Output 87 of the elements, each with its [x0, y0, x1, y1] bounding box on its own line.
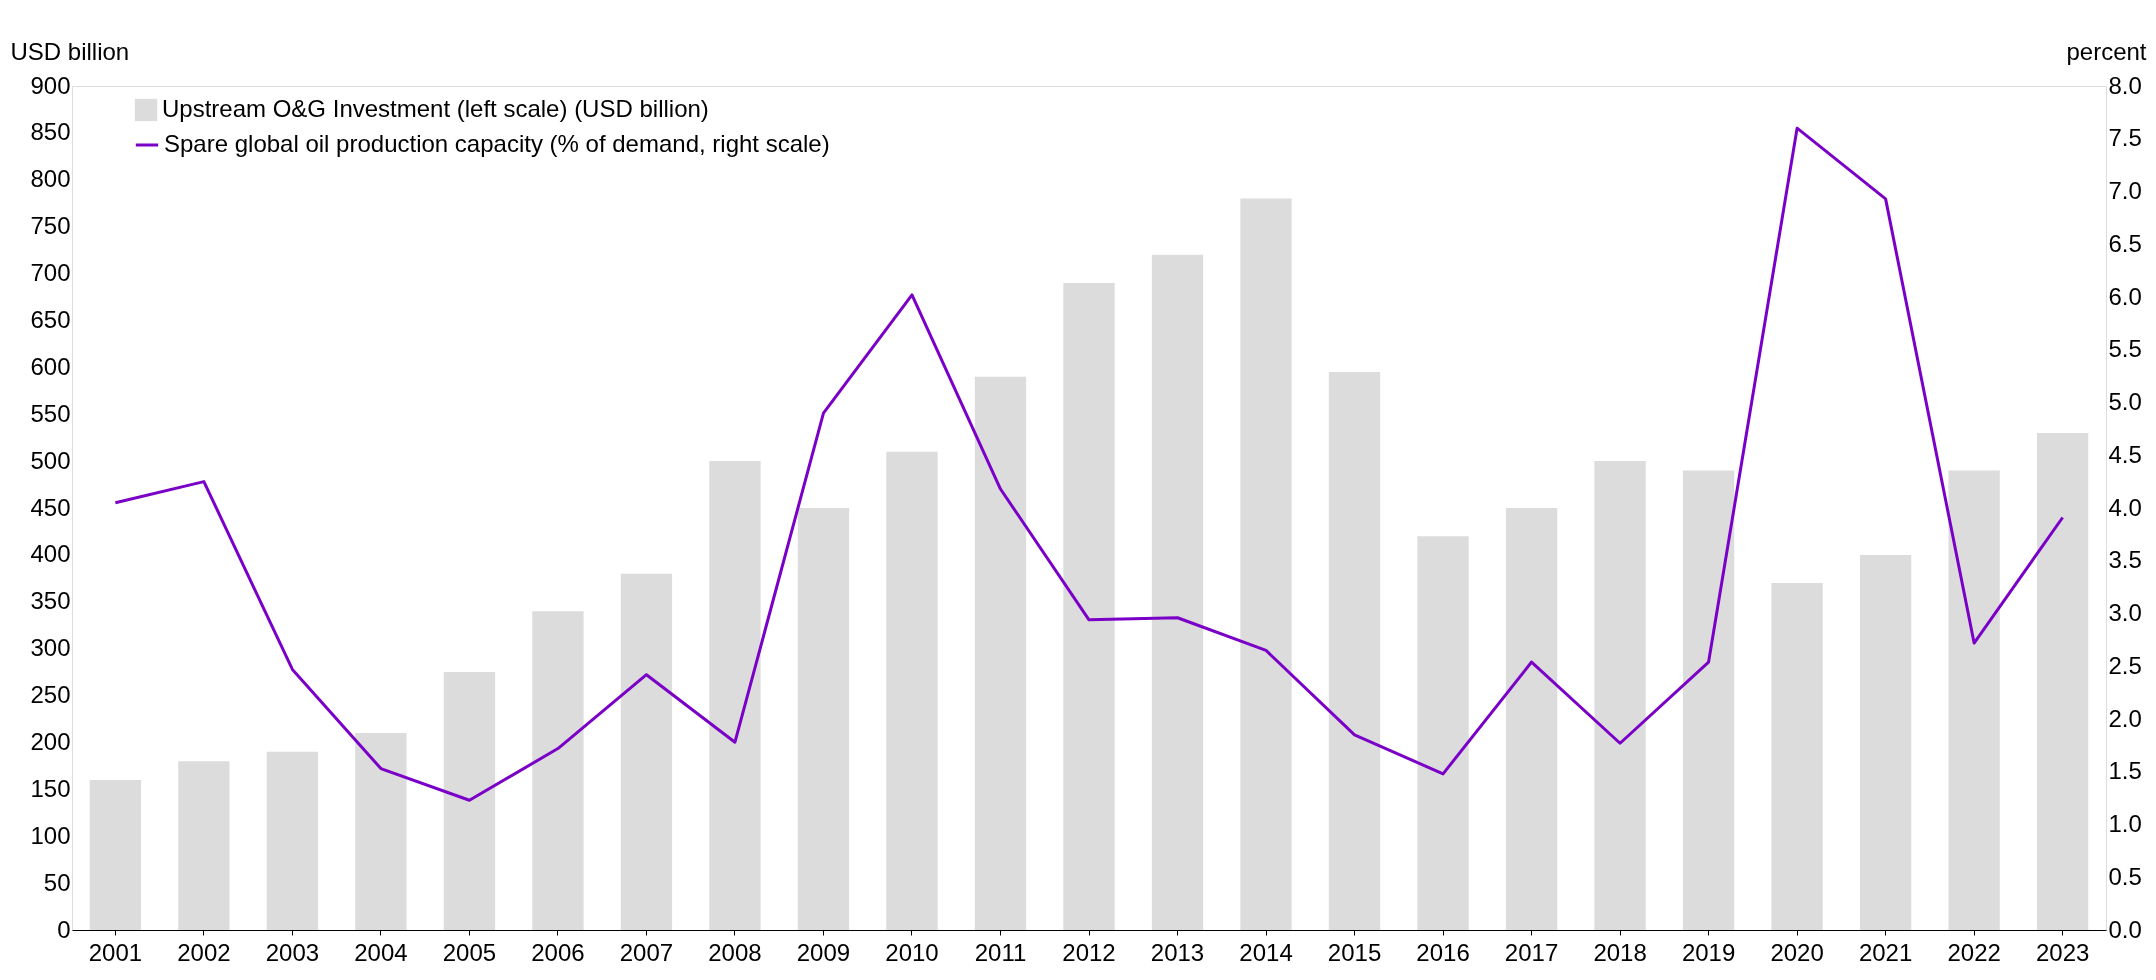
x-tick-label: 2007: [619, 938, 674, 966]
y-tick-label: 100: [30, 821, 71, 849]
x-tick-label: 2018: [1593, 938, 1647, 966]
y-tick-label: 900: [30, 71, 71, 99]
y-tick-label: 200: [30, 727, 71, 755]
y-axis-title: USD billion: [10, 37, 130, 65]
y-tick-label: 350: [30, 587, 71, 615]
y2-axis-title: percent: [2066, 37, 2147, 65]
bar: [620, 573, 673, 930]
y2-tick-label: 7.0: [2108, 177, 2142, 204]
y2-tick-label: 1.0: [2108, 810, 2142, 837]
x-tick-label: 2009: [796, 938, 851, 966]
y-tick-label: 400: [30, 540, 71, 568]
y-tick-label: 850: [30, 118, 71, 146]
x-tick-label: 2005: [442, 938, 497, 966]
bar: [1328, 372, 1381, 930]
y2-tick-label: 6.5: [2108, 229, 2142, 257]
bar: [797, 508, 850, 930]
y2-tick-label: 8.0: [2108, 71, 2142, 99]
x-tick-label: 2001: [88, 938, 143, 966]
bar: [1417, 536, 1469, 930]
y-tick-label: 800: [30, 165, 71, 193]
bar: [443, 672, 496, 930]
x-tick-label: 2019: [1681, 938, 1736, 966]
bar: [266, 751, 319, 930]
x-tick-label: 2022: [1947, 938, 2001, 966]
y-tick-label: 150: [30, 774, 71, 802]
y2-tick-label: 5.5: [2108, 335, 2142, 363]
x-tick-label: 2020: [1770, 938, 1824, 966]
bar: [355, 733, 407, 930]
y2-tick-label: 0.5: [2108, 862, 2142, 890]
y-tick-label: 650: [30, 305, 71, 333]
x-tick-label: 2006: [531, 938, 585, 966]
y-tick-label: 0: [57, 915, 71, 943]
x-tick-label: 2014: [1239, 938, 1293, 966]
y2-tick-label: 4.0: [2108, 493, 2142, 521]
y-tick-label: 50: [43, 868, 71, 896]
x-tick-label: 2023: [2035, 938, 2090, 966]
x-tick-label: 2021: [1858, 938, 1913, 966]
bar: [1771, 583, 1823, 930]
y-tick-label: 750: [30, 212, 71, 240]
x-tick-label: 2004: [354, 938, 408, 966]
y2-tick-label: 0.0: [2108, 915, 2142, 943]
bar: [1859, 554, 1912, 930]
y-tick-label: 550: [30, 399, 71, 427]
x-tick-label: 2012: [1062, 938, 1116, 966]
y-tick-label: 700: [30, 259, 71, 287]
y-tick-label: 600: [30, 352, 71, 380]
x-tick-label: 2013: [1150, 938, 1205, 966]
x-tick-label: 2003: [265, 938, 320, 966]
bar: [886, 451, 938, 930]
y2-tick-label: 5.0: [2108, 388, 2142, 415]
y-tick-label: 250: [30, 681, 71, 709]
y2-tick-label: 2.0: [2108, 704, 2142, 732]
bar: [709, 461, 761, 930]
y2-tick-label: 6.0: [2108, 282, 2142, 310]
bar: [1240, 198, 1292, 930]
line-series: [113, 126, 2065, 802]
y2-tick-label: 3.5: [2108, 546, 2142, 574]
bar: [1682, 470, 1735, 930]
y-tick-label: 450: [30, 493, 71, 521]
y2-tick-label: 4.5: [2108, 440, 2142, 468]
y2-tick-label: 2.5: [2108, 651, 2142, 679]
bar: [1594, 461, 1646, 930]
y-tick-label: 500: [30, 446, 71, 474]
bar: [89, 779, 142, 930]
bar: [532, 611, 584, 930]
bar: [178, 761, 230, 930]
x-tick-label: 2017: [1504, 938, 1559, 966]
y2-tick-label: 3.0: [2108, 599, 2142, 626]
y2-tick-label: 7.5: [2108, 124, 2142, 152]
bar: [1505, 508, 1558, 930]
x-tick-label: 2002: [177, 938, 231, 966]
legend-label: Upstream O&G Investment (left scale) (USD billion): [162, 95, 709, 122]
bar: [2036, 432, 2089, 930]
bar: [1063, 282, 1115, 930]
x-tick-label: 2015: [1327, 938, 1382, 966]
bar: [974, 376, 1027, 930]
x-tick-label: 2010: [885, 938, 939, 966]
x-tick-label: 2008: [708, 938, 762, 966]
legend-label: Spare global oil production capacity (% of demand, right scale): [164, 130, 830, 157]
bar: [1948, 470, 2000, 930]
y2-tick-label: 1.5: [2108, 757, 2142, 785]
y-tick-label: 300: [30, 634, 71, 662]
bar: [1151, 254, 1204, 930]
x-tick-label: 2011: [974, 938, 1027, 966]
x-tick-label: 2016: [1416, 938, 1470, 966]
